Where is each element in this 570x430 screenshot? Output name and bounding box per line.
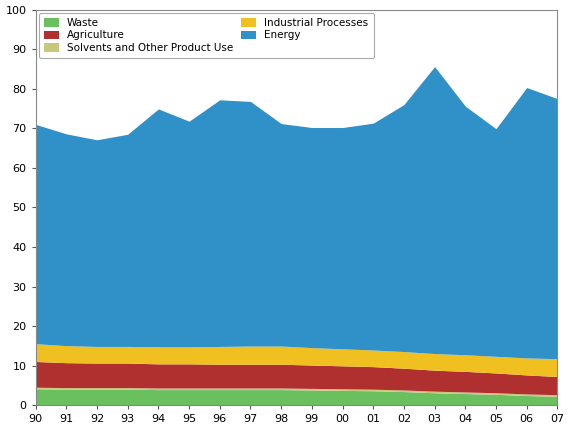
Legend: Waste, Agriculture, Solvents and Other Product Use, Industrial Processes, Energy: Waste, Agriculture, Solvents and Other P… [39,12,374,58]
